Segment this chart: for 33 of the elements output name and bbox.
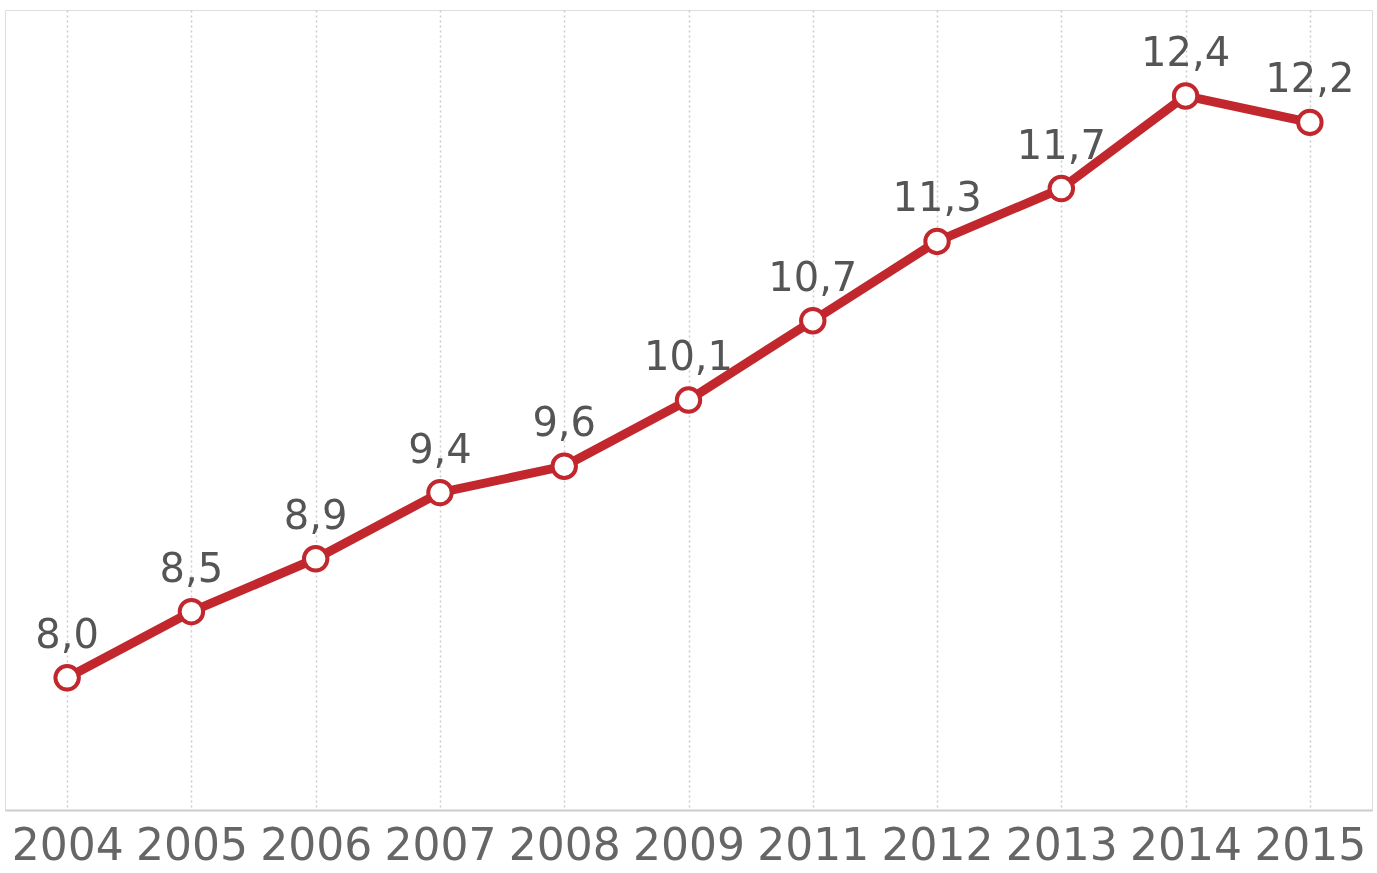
- x-tick-label: 2012: [881, 818, 994, 870]
- x-tick-label: 2009: [633, 818, 745, 870]
- data-label: 10,7: [768, 253, 858, 300]
- point: [550, 452, 578, 480]
- data-label: 8,5: [159, 544, 224, 591]
- data-label: 8,0: [35, 610, 99, 657]
- data-label: 12,4: [1141, 28, 1231, 75]
- point: [923, 227, 951, 256]
- data-label: 11,7: [1016, 121, 1106, 168]
- x-tick-label: 2004: [11, 818, 124, 870]
- x-tick-label: 2005: [135, 818, 248, 870]
- point: [177, 597, 206, 626]
- point: [1171, 82, 1200, 110]
- x-tick-label: 2015: [1254, 818, 1367, 870]
- x-tick-label: 2014: [1130, 818, 1243, 870]
- x-tick-label: 2007: [384, 818, 497, 870]
- point: [301, 545, 330, 573]
- x-tick-label: 2008: [508, 818, 621, 870]
- x-tick-label: 2006: [260, 818, 373, 870]
- data-label: 8,9: [283, 491, 348, 538]
- point: [426, 478, 454, 507]
- point: [1296, 108, 1324, 137]
- data-label: 9,4: [408, 425, 472, 472]
- data-label: 12,2: [1265, 55, 1355, 102]
- data-label: 10,1: [643, 333, 734, 380]
- point: [1047, 174, 1076, 203]
- point: [53, 664, 81, 692]
- data-label: 9,6: [532, 399, 597, 446]
- data-label: 11,3: [892, 174, 982, 221]
- point: [674, 386, 703, 414]
- point: [799, 307, 827, 335]
- x-tick-label: 2013: [1005, 818, 1118, 870]
- x-tick-label: 2011: [757, 818, 870, 870]
